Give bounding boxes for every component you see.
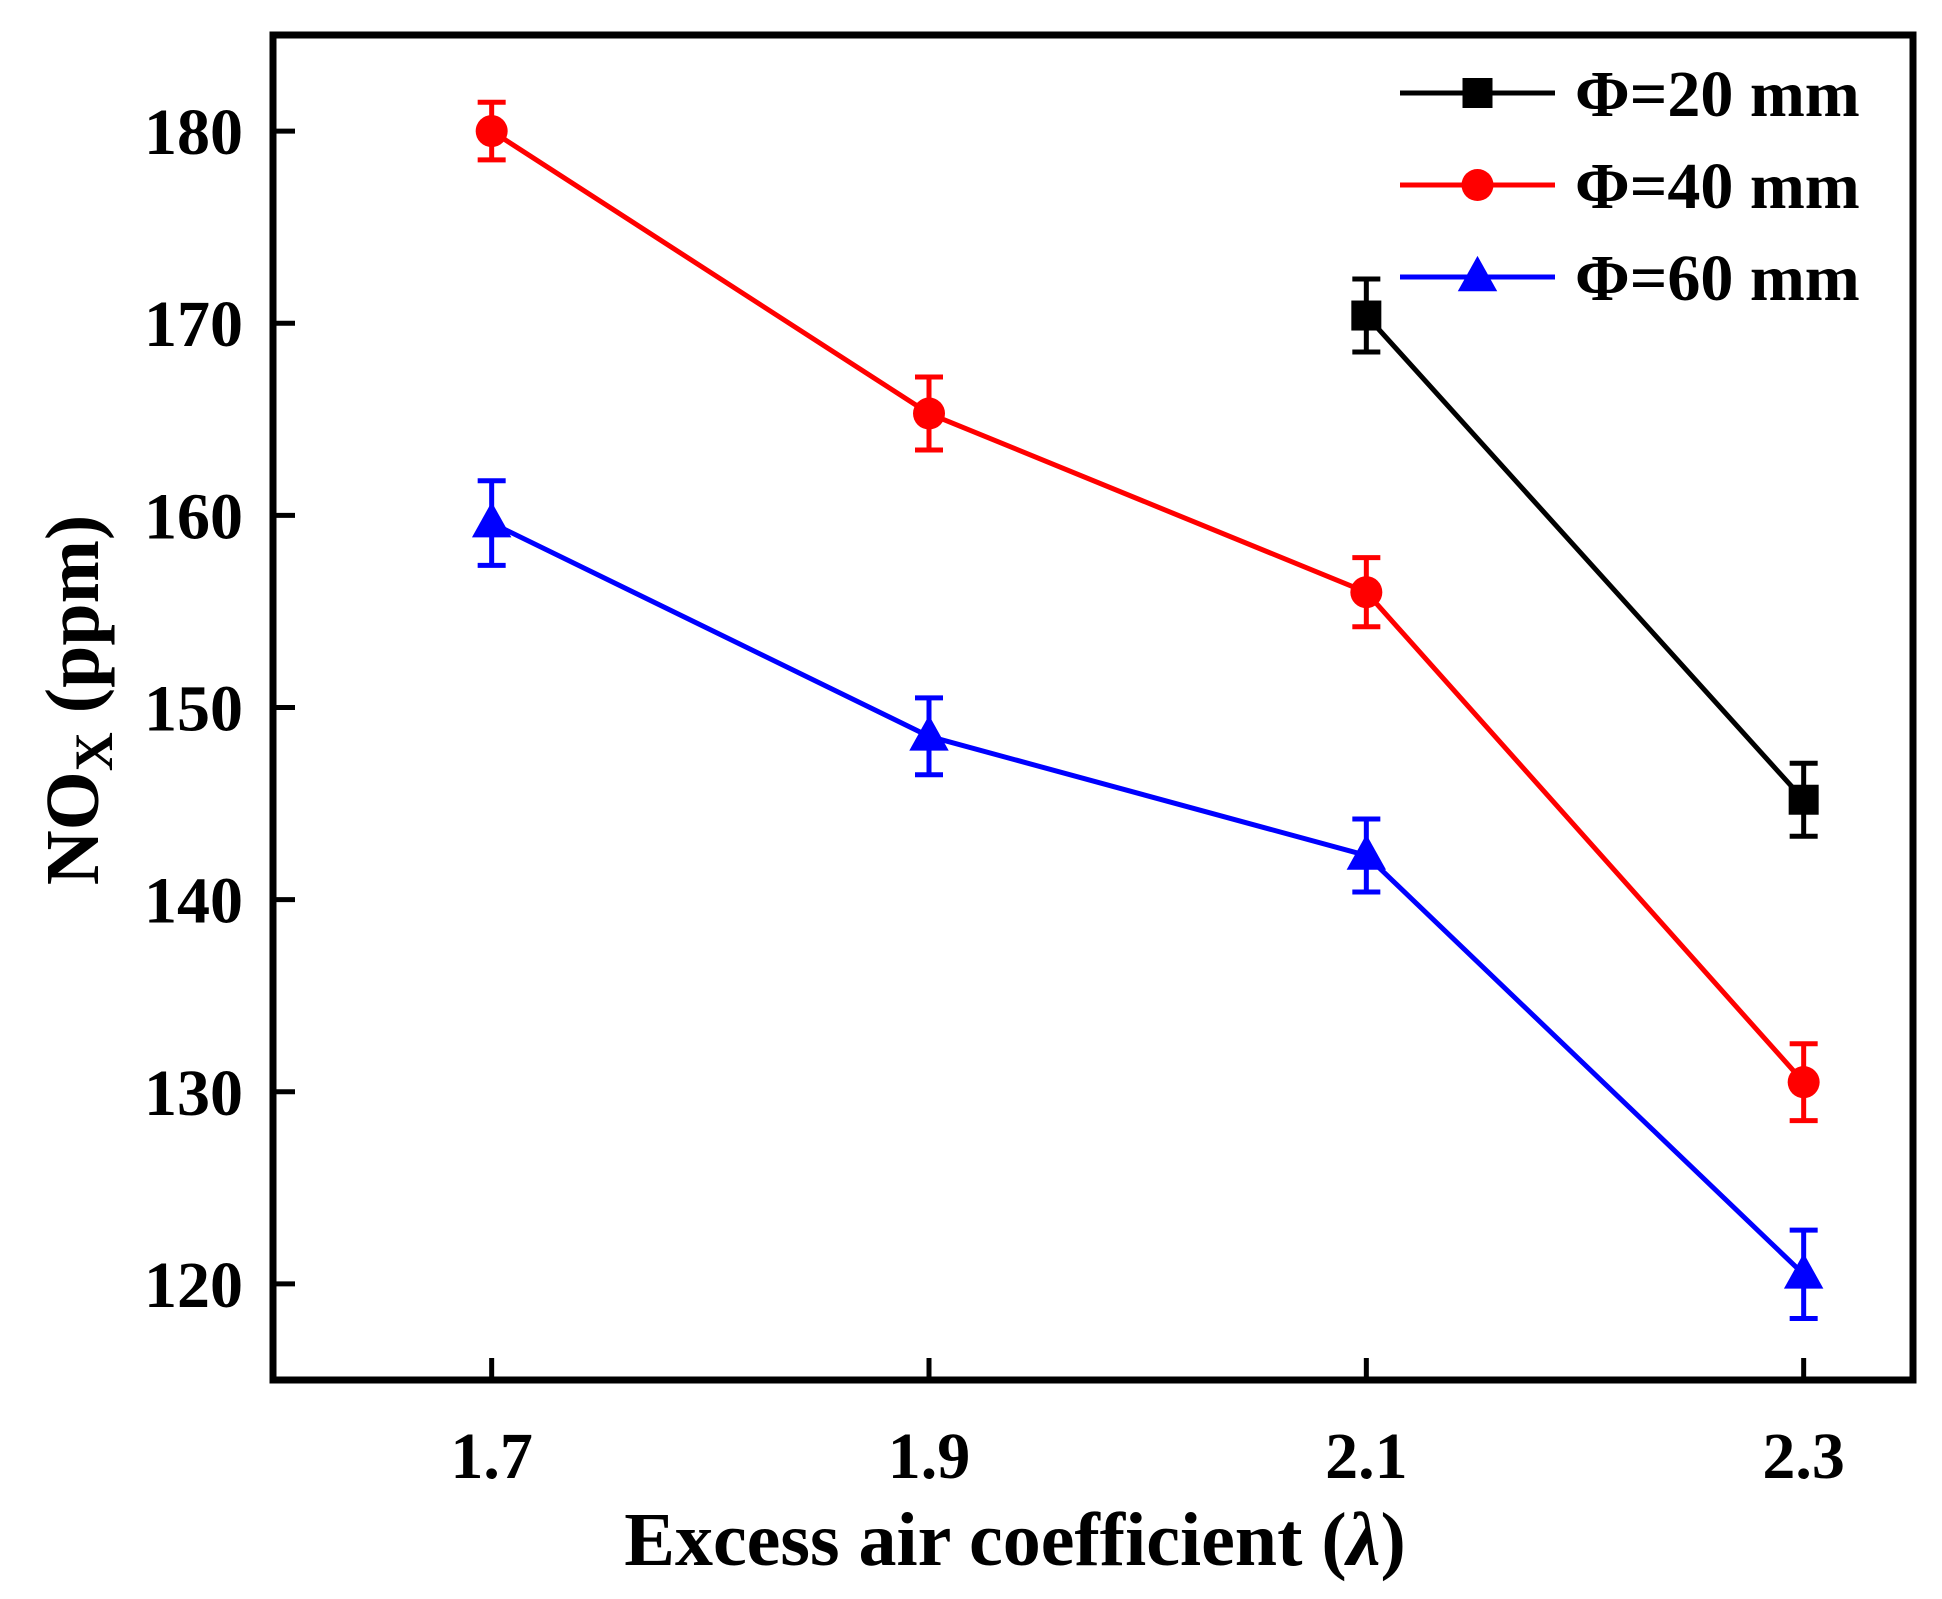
data-point: [1351, 300, 1382, 331]
y-tick-label: 150: [144, 673, 243, 746]
x-tick-label: 1.7: [450, 1420, 533, 1493]
legend-label: Φ=40 mm: [1575, 150, 1860, 223]
data-point: [1788, 784, 1819, 815]
data-point: [471, 501, 512, 538]
data-point: [913, 397, 945, 430]
x-axis-title: Excess air coefficient (λ): [624, 1498, 1406, 1582]
legend-item: Φ=40 mm: [1400, 150, 1860, 223]
x-tick-label: 2.1: [1325, 1420, 1408, 1493]
y-tick-label: 130: [144, 1057, 243, 1130]
series-2: [475, 99, 1820, 1124]
data-point: [1787, 1066, 1820, 1099]
legend-item: Φ=60 mm: [1400, 242, 1860, 315]
x-tick-label: 2.3: [1762, 1420, 1845, 1493]
tick-labels: 1.7 1.9 2.1 2.3 120 130 140 150 160 170 180: [144, 96, 1845, 1493]
legend-item: Φ=20 mm: [1400, 58, 1860, 131]
data-point: [475, 115, 508, 148]
series-3: [471, 478, 1824, 1322]
series-1: [1351, 276, 1819, 839]
axis-ticks: [273, 128, 1807, 1380]
y-tick-label: 180: [144, 96, 243, 169]
y-tick-label: 170: [144, 288, 243, 361]
data-point: [1350, 576, 1383, 609]
y-tick-label: 160: [144, 480, 243, 553]
legend-marker: [1461, 169, 1494, 201]
y-tick-label: 140: [144, 865, 243, 938]
plot-frame: [269, 31, 1917, 1384]
series-line: [1364, 313, 1806, 802]
y-tick-label: 120: [144, 1249, 243, 1322]
series-line: [490, 520, 1806, 1277]
data-point: [909, 715, 949, 751]
data-point: [1346, 834, 1387, 870]
x-tick-label: 1.9: [888, 1420, 971, 1493]
y-axis-title: NOX (ppm): [31, 515, 124, 885]
series-line: [490, 128, 1806, 1084]
legend-marker: [1462, 78, 1493, 108]
legend-marker: [1457, 255, 1498, 292]
legend: Φ=20 mm Φ=40 mm Φ=60 mm: [1400, 58, 1860, 315]
legend-label: Φ=60 mm: [1575, 242, 1860, 315]
data-point: [1783, 1253, 1824, 1289]
legend-label: Φ=20 mm: [1575, 58, 1860, 131]
series-layer: [471, 99, 1824, 1322]
